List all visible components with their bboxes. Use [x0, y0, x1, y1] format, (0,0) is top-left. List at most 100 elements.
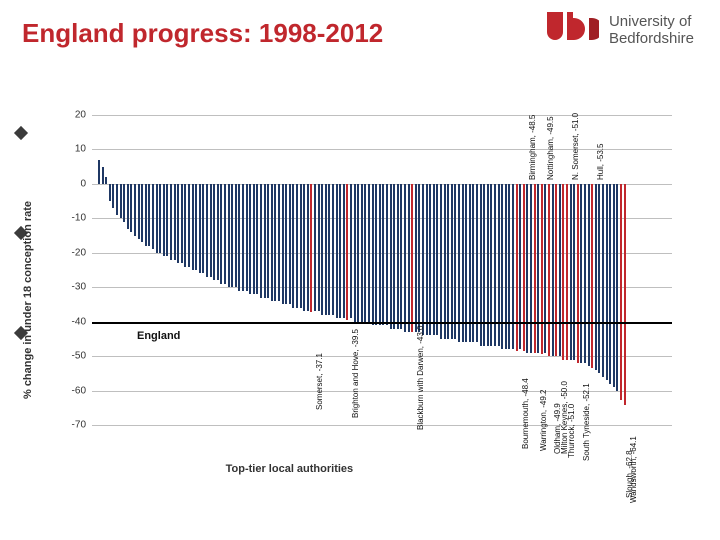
bar: [598, 184, 600, 373]
bar: [242, 184, 244, 291]
logo-mark-icon: [545, 10, 599, 50]
bar: [458, 184, 460, 342]
bar: [501, 184, 503, 349]
y-tick-label: -50: [72, 351, 92, 362]
bar: [591, 184, 593, 368]
bar: [163, 184, 165, 256]
bar: [606, 184, 608, 380]
bar: [411, 184, 413, 332]
bar: [393, 184, 395, 329]
bar: [174, 184, 176, 260]
y-tick-label: 0: [80, 178, 92, 189]
bar: [235, 184, 237, 287]
bar: [523, 184, 525, 351]
bar: [624, 184, 626, 405]
bar: [465, 184, 467, 342]
bar: [620, 184, 622, 400]
bar: [454, 184, 456, 339]
bar: [253, 184, 255, 294]
bar: [296, 184, 298, 308]
bar: [552, 184, 554, 356]
bar: [285, 184, 287, 305]
bar: [516, 184, 518, 351]
bar: [256, 184, 258, 294]
bar: [386, 184, 388, 325]
bar: [228, 184, 230, 287]
bar-data-label: Hull, -53.5: [596, 143, 605, 179]
y-tick-label: -70: [72, 420, 92, 431]
bar: [530, 184, 532, 353]
bar: [422, 184, 424, 336]
bar: [141, 184, 143, 243]
gridline: [92, 149, 672, 150]
bar: [354, 184, 356, 322]
bar: [217, 184, 219, 280]
bar: [379, 184, 381, 325]
bar: [278, 184, 280, 301]
logo-text-line2: Bedfordshire: [609, 30, 694, 47]
bar: [436, 184, 438, 336]
bar: [282, 184, 284, 305]
bar: [368, 184, 370, 322]
bullet-diamond-icon: [14, 126, 28, 140]
bar: [249, 184, 251, 294]
bar: [595, 184, 597, 370]
bar: [274, 184, 276, 301]
bar: [260, 184, 262, 298]
bar: [469, 184, 471, 342]
bar: [321, 184, 323, 315]
bar: [148, 184, 150, 246]
bar: [534, 184, 536, 353]
bar: [199, 184, 201, 274]
bar: [112, 184, 114, 208]
bar: [116, 184, 118, 215]
bar: [429, 184, 431, 336]
y-tick-label: -40: [72, 316, 92, 327]
bar: [548, 184, 550, 356]
bar-data-label: South Tyneside, -52.1: [582, 384, 591, 462]
bar: [134, 184, 136, 236]
bar: [289, 184, 291, 305]
bar: [375, 184, 377, 325]
bar: [613, 184, 615, 387]
bar: [343, 184, 345, 318]
y-tick-label: -10: [72, 213, 92, 224]
bar: [339, 184, 341, 318]
bar: [130, 184, 132, 232]
bar: [303, 184, 305, 311]
bar: [415, 184, 417, 332]
bar: [570, 184, 572, 360]
bar: [364, 184, 366, 322]
bar: [166, 184, 168, 256]
bar: [577, 184, 579, 363]
bar: [361, 184, 363, 322]
bar: [472, 184, 474, 342]
bar: [300, 184, 302, 308]
bar: [555, 184, 557, 356]
bar: [310, 184, 312, 312]
bar: [145, 184, 147, 246]
bar: [123, 184, 125, 222]
bar: [462, 184, 464, 342]
bar: [537, 184, 539, 353]
bar: [566, 184, 568, 360]
bar: [426, 184, 428, 336]
y-tick-label: 10: [75, 144, 92, 155]
bar: [184, 184, 186, 267]
bar: [559, 184, 561, 356]
bar: [325, 184, 327, 315]
gridline: [92, 115, 672, 116]
bar: [357, 184, 359, 322]
bar: [210, 184, 212, 277]
bar: [318, 184, 320, 311]
bar: [246, 184, 248, 291]
bar: [102, 167, 104, 184]
bar: [440, 184, 442, 339]
bar: [314, 184, 316, 311]
bar: [271, 184, 273, 301]
bar: [307, 184, 309, 311]
slide-root: England progress: 1998-2012 University o…: [0, 0, 720, 540]
bar: [418, 184, 420, 332]
bar: [346, 184, 348, 320]
bar: [382, 184, 384, 325]
